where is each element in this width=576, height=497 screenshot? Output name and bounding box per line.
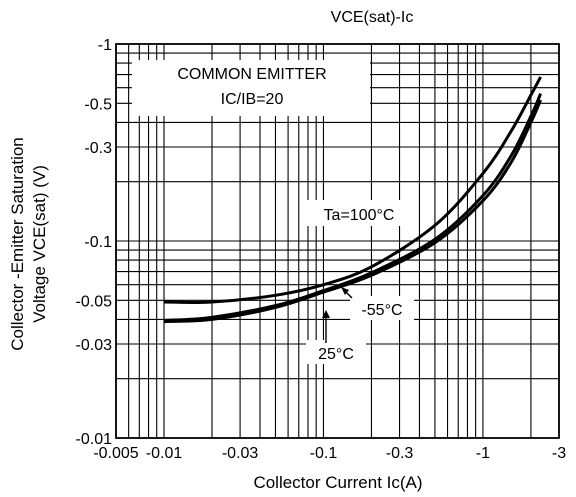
x-axis-label: Collector Current Ic(A)	[253, 473, 422, 492]
series-layer	[163, 76, 542, 324]
y-tick-label: -0.03	[76, 337, 113, 354]
annotation-25c: 25°C	[318, 346, 354, 363]
annotation-55c-arrowhead	[341, 287, 349, 295]
x-tick-label: -0.1	[310, 445, 338, 462]
series-line-0	[163, 76, 542, 305]
y-tick-label: -0.5	[84, 96, 112, 113]
y-axis-label-line-2: Voltage VCE(sat) (V)	[30, 165, 49, 323]
x-tick-labels: -0.005 -0.01 -0.03 -0.1 -0.3 -1 -3	[93, 445, 566, 462]
y-tick-label: -0.01	[76, 431, 113, 448]
y-tick-label: -0.1	[84, 234, 112, 251]
annotation-25c-bg	[306, 340, 366, 364]
plot-frame	[115, 43, 560, 439]
annotation-minus-55c: -55°C	[361, 302, 402, 319]
y-axis-label-line-1: Collector -Emitter Saturation	[8, 137, 27, 351]
annotation-55c-bg	[350, 296, 414, 320]
chart-title: VCE(sat)-Ic	[331, 9, 414, 26]
x-tick-label: -0.3	[386, 445, 414, 462]
x-tick-label: -0.03	[222, 445, 259, 462]
annotation-25c-arrowhead	[322, 310, 330, 318]
x-tick-label: -3	[552, 445, 566, 462]
legend-line-1: COMMON EMITTER	[177, 66, 326, 83]
y-tick-label: -0.3	[84, 140, 112, 157]
y-tick-label: -0.05	[76, 293, 113, 310]
series-line-2	[163, 93, 542, 322]
x-tick-label: -0.01	[146, 445, 183, 462]
y-axis-label: Collector -Emitter Saturation Voltage VC…	[8, 137, 49, 351]
annotation-100c-bg	[306, 200, 412, 226]
legend-line-2: IC/IB=20	[221, 91, 284, 108]
y-tick-label: -1	[98, 37, 112, 54]
x-tick-label: -1	[476, 445, 490, 462]
series-line-1	[163, 99, 542, 324]
y-tick-labels: -1 -0.5 -0.3 -0.1 -0.05 -0.03 -0.01	[76, 37, 113, 448]
annotation-ta-100c: Ta=100°C	[324, 207, 395, 224]
legend-box-bg	[132, 60, 370, 116]
x-tick-label: -0.005	[93, 445, 138, 462]
